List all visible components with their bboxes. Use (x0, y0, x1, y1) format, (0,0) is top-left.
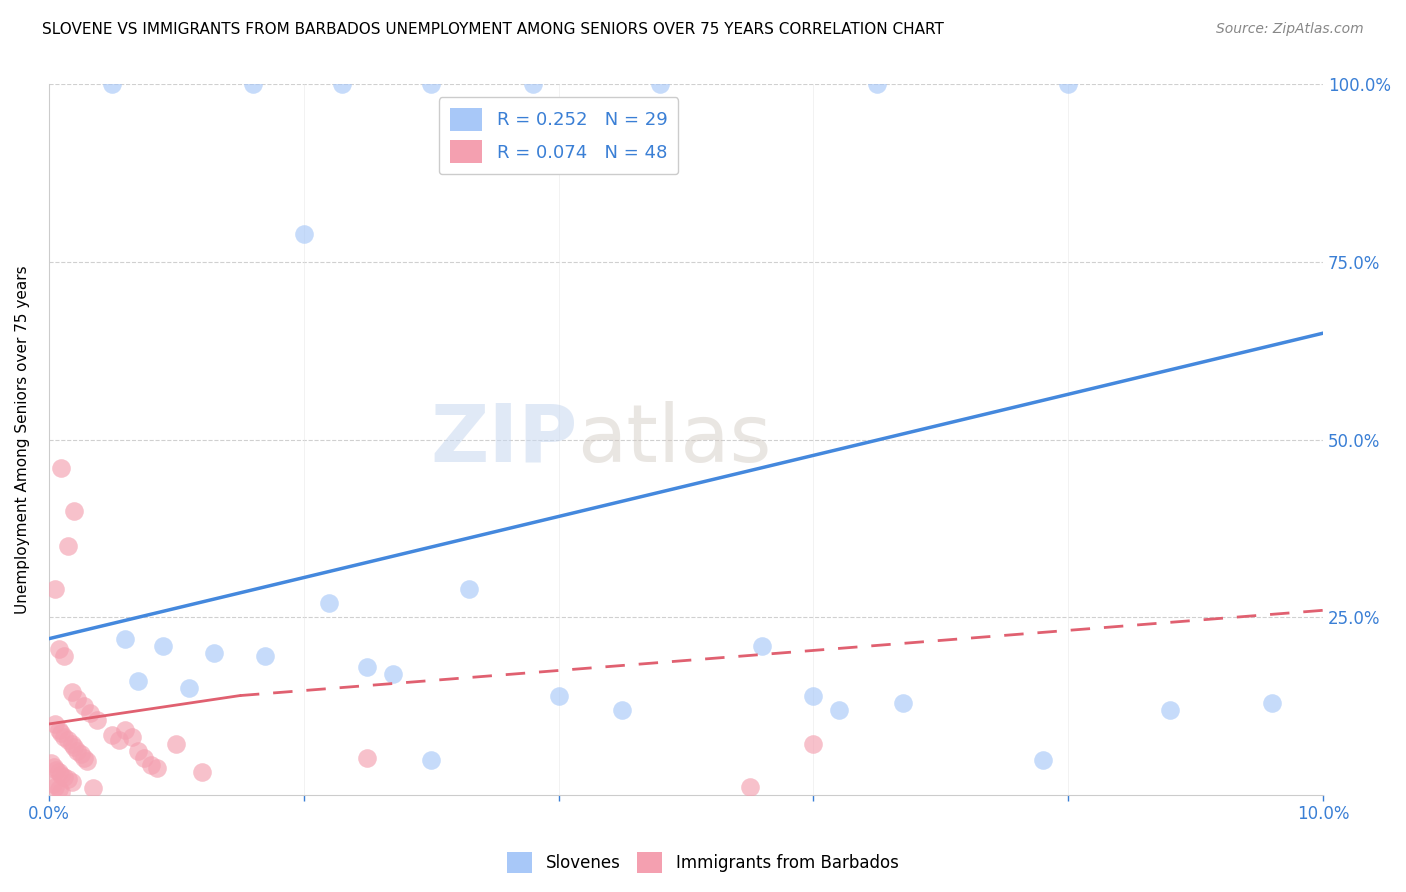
Point (60, 775, 83, 789)
Point (146, 761, 169, 775)
Point (101, 78, 124, 92)
Point (48, 723, 70, 737)
Point (51, 768, 73, 782)
Point (44, 582, 66, 596)
Point (41, 777, 63, 791)
Point (134, 751, 156, 765)
Point (48, 765, 70, 780)
Point (318, 596, 340, 610)
Legend: R = 0.252   N = 29, R = 0.074   N = 48: R = 0.252 N = 29, R = 0.074 N = 48 (439, 97, 678, 174)
Point (45, 763, 67, 777)
Point (108, 732, 131, 747)
Point (242, 78, 264, 92)
Point (650, 78, 672, 92)
Point (114, 632, 136, 646)
Point (190, 765, 212, 780)
Text: atlas: atlas (578, 401, 772, 479)
Point (53, 649, 76, 664)
Point (738, 780, 761, 794)
Point (101, 728, 124, 742)
Point (828, 703, 851, 717)
Point (612, 703, 634, 717)
Point (356, 660, 378, 674)
Point (51, 461, 73, 475)
Point (114, 723, 136, 737)
Point (1032, 752, 1054, 766)
Point (82, 780, 104, 795)
Point (42, 759, 65, 773)
Point (458, 582, 481, 596)
Point (79, 706, 101, 721)
Point (204, 646, 226, 660)
Legend: Slovenes, Immigrants from Barbados: Slovenes, Immigrants from Barbados (501, 846, 905, 880)
Point (1159, 703, 1181, 717)
Point (152, 639, 174, 653)
Point (76, 754, 98, 768)
Point (53, 770, 76, 784)
Point (44, 780, 66, 794)
Point (127, 674, 149, 689)
Point (165, 737, 187, 751)
Point (803, 689, 825, 703)
Point (48, 642, 70, 657)
Point (39, 756, 62, 770)
Point (751, 639, 773, 653)
Point (356, 751, 378, 765)
Point (177, 681, 200, 696)
Text: SLOVENE VS IMMIGRANTS FROM BARBADOS UNEMPLOYMENT AMONG SENIORS OVER 75 YEARS COR: SLOVENE VS IMMIGRANTS FROM BARBADOS UNEM… (42, 22, 943, 37)
Text: ZIP: ZIP (430, 401, 578, 479)
Point (522, 78, 544, 92)
Y-axis label: Unemployment Among Seniors over 75 years: Unemployment Among Seniors over 75 years (15, 266, 30, 614)
Text: Source: ZipAtlas.com: Source: ZipAtlas.com (1216, 22, 1364, 37)
Point (139, 758, 162, 772)
Point (420, 78, 443, 92)
Point (63, 504, 86, 518)
Point (56, 732, 79, 747)
Point (547, 689, 569, 703)
Point (66, 692, 89, 706)
Point (53, 730, 76, 744)
Point (44, 717, 66, 731)
Point (420, 752, 443, 766)
Point (127, 744, 149, 758)
Point (51, 784, 73, 798)
Point (56, 539, 79, 553)
Point (69, 747, 91, 761)
Point (330, 78, 353, 92)
Point (48, 782, 70, 797)
Point (121, 730, 143, 744)
Point (60, 685, 83, 699)
Point (73, 699, 96, 714)
Point (86, 714, 108, 728)
Point (292, 227, 315, 241)
Point (254, 649, 277, 664)
Point (51, 725, 73, 739)
Point (60, 737, 83, 751)
Point (866, 78, 889, 92)
Point (1057, 78, 1080, 92)
Point (73, 751, 96, 765)
Point (891, 696, 914, 710)
Point (1261, 696, 1284, 710)
Point (63, 739, 86, 754)
Point (803, 737, 825, 751)
Point (66, 744, 89, 758)
Point (381, 667, 404, 681)
Point (56, 772, 79, 787)
